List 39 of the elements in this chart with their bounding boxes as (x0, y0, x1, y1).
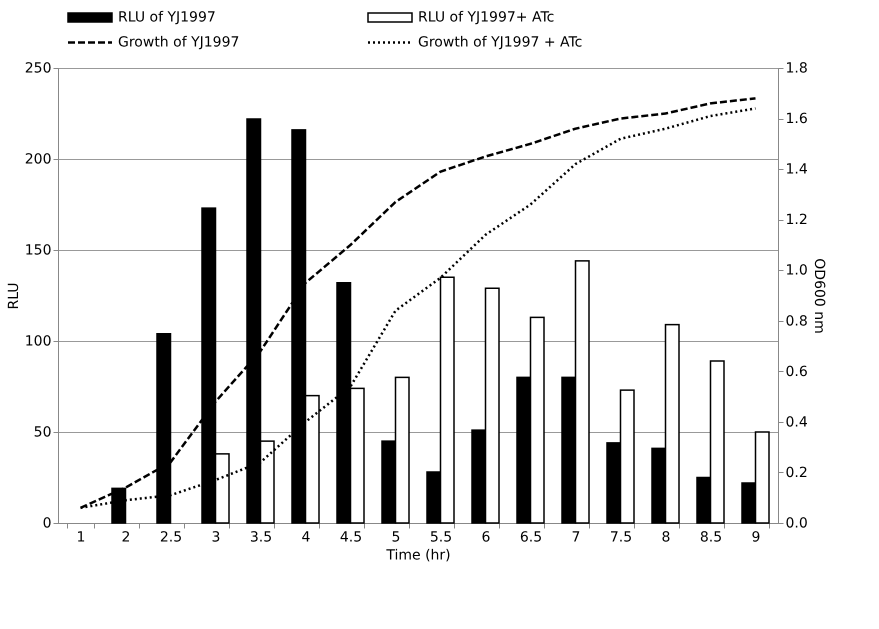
legend-label: RLU of YJ1997+ ATc (418, 10, 554, 26)
y2-tick-label: 0.0 (786, 516, 808, 532)
x-tick-label: 7 (572, 530, 580, 546)
y2-tick-label: 0.8 (786, 313, 808, 330)
y2-tick-label: 1.2 (786, 212, 808, 228)
x-tick-label: 6 (482, 530, 491, 546)
x-axis-title: Time (hr) (385, 548, 451, 564)
y2-tick-label: 1.6 (786, 111, 808, 128)
x-tick-label: 4 (302, 530, 311, 546)
x-tick-label: 9 (752, 530, 760, 546)
x-tick-label: 8 (662, 530, 670, 546)
x-tick-label: 7.5 (610, 530, 632, 546)
x-tick-label: 2 (122, 530, 130, 546)
legend-label: Growth of YJ1997 (118, 34, 240, 50)
y2-tick-label: 1.4 (786, 162, 808, 178)
legend-label: RLU of YJ1997 (118, 10, 216, 26)
y-tick-label: 100 (24, 334, 52, 350)
x-tick-label: 2.5 (160, 530, 182, 546)
y-tick-label: 0 (42, 516, 52, 532)
y2-tick-label: 0.4 (786, 414, 808, 430)
y2-tick-label: 0.2 (786, 464, 808, 481)
x-tick-label: 3.5 (250, 530, 272, 546)
x-tick-label: 5.5 (430, 530, 452, 546)
y2-tick-label: 1.0 (786, 262, 808, 279)
x-tick-label: 8.5 (700, 530, 722, 546)
legend-label: Growth of YJ1997 + ATc (418, 34, 582, 50)
x-tick-label: 1 (76, 530, 86, 546)
y2-axis-title: OD600 nm (810, 258, 827, 334)
y-tick-label: 200 (24, 152, 52, 168)
y-tick-label: 250 (24, 60, 52, 76)
x-tick-label: 5 (392, 530, 400, 546)
x-tick-label: 4.5 (340, 530, 362, 546)
y-tick-label: 150 (24, 242, 52, 258)
y-tick-label: 50 (34, 424, 52, 440)
x-tick-label: 3 (212, 530, 220, 546)
x-tick-label: 6.5 (520, 530, 542, 546)
y2-tick-label: 1.8 (786, 60, 808, 76)
y-axis-title: RLU (6, 282, 22, 310)
y2-tick-label: 0.6 (786, 364, 808, 380)
